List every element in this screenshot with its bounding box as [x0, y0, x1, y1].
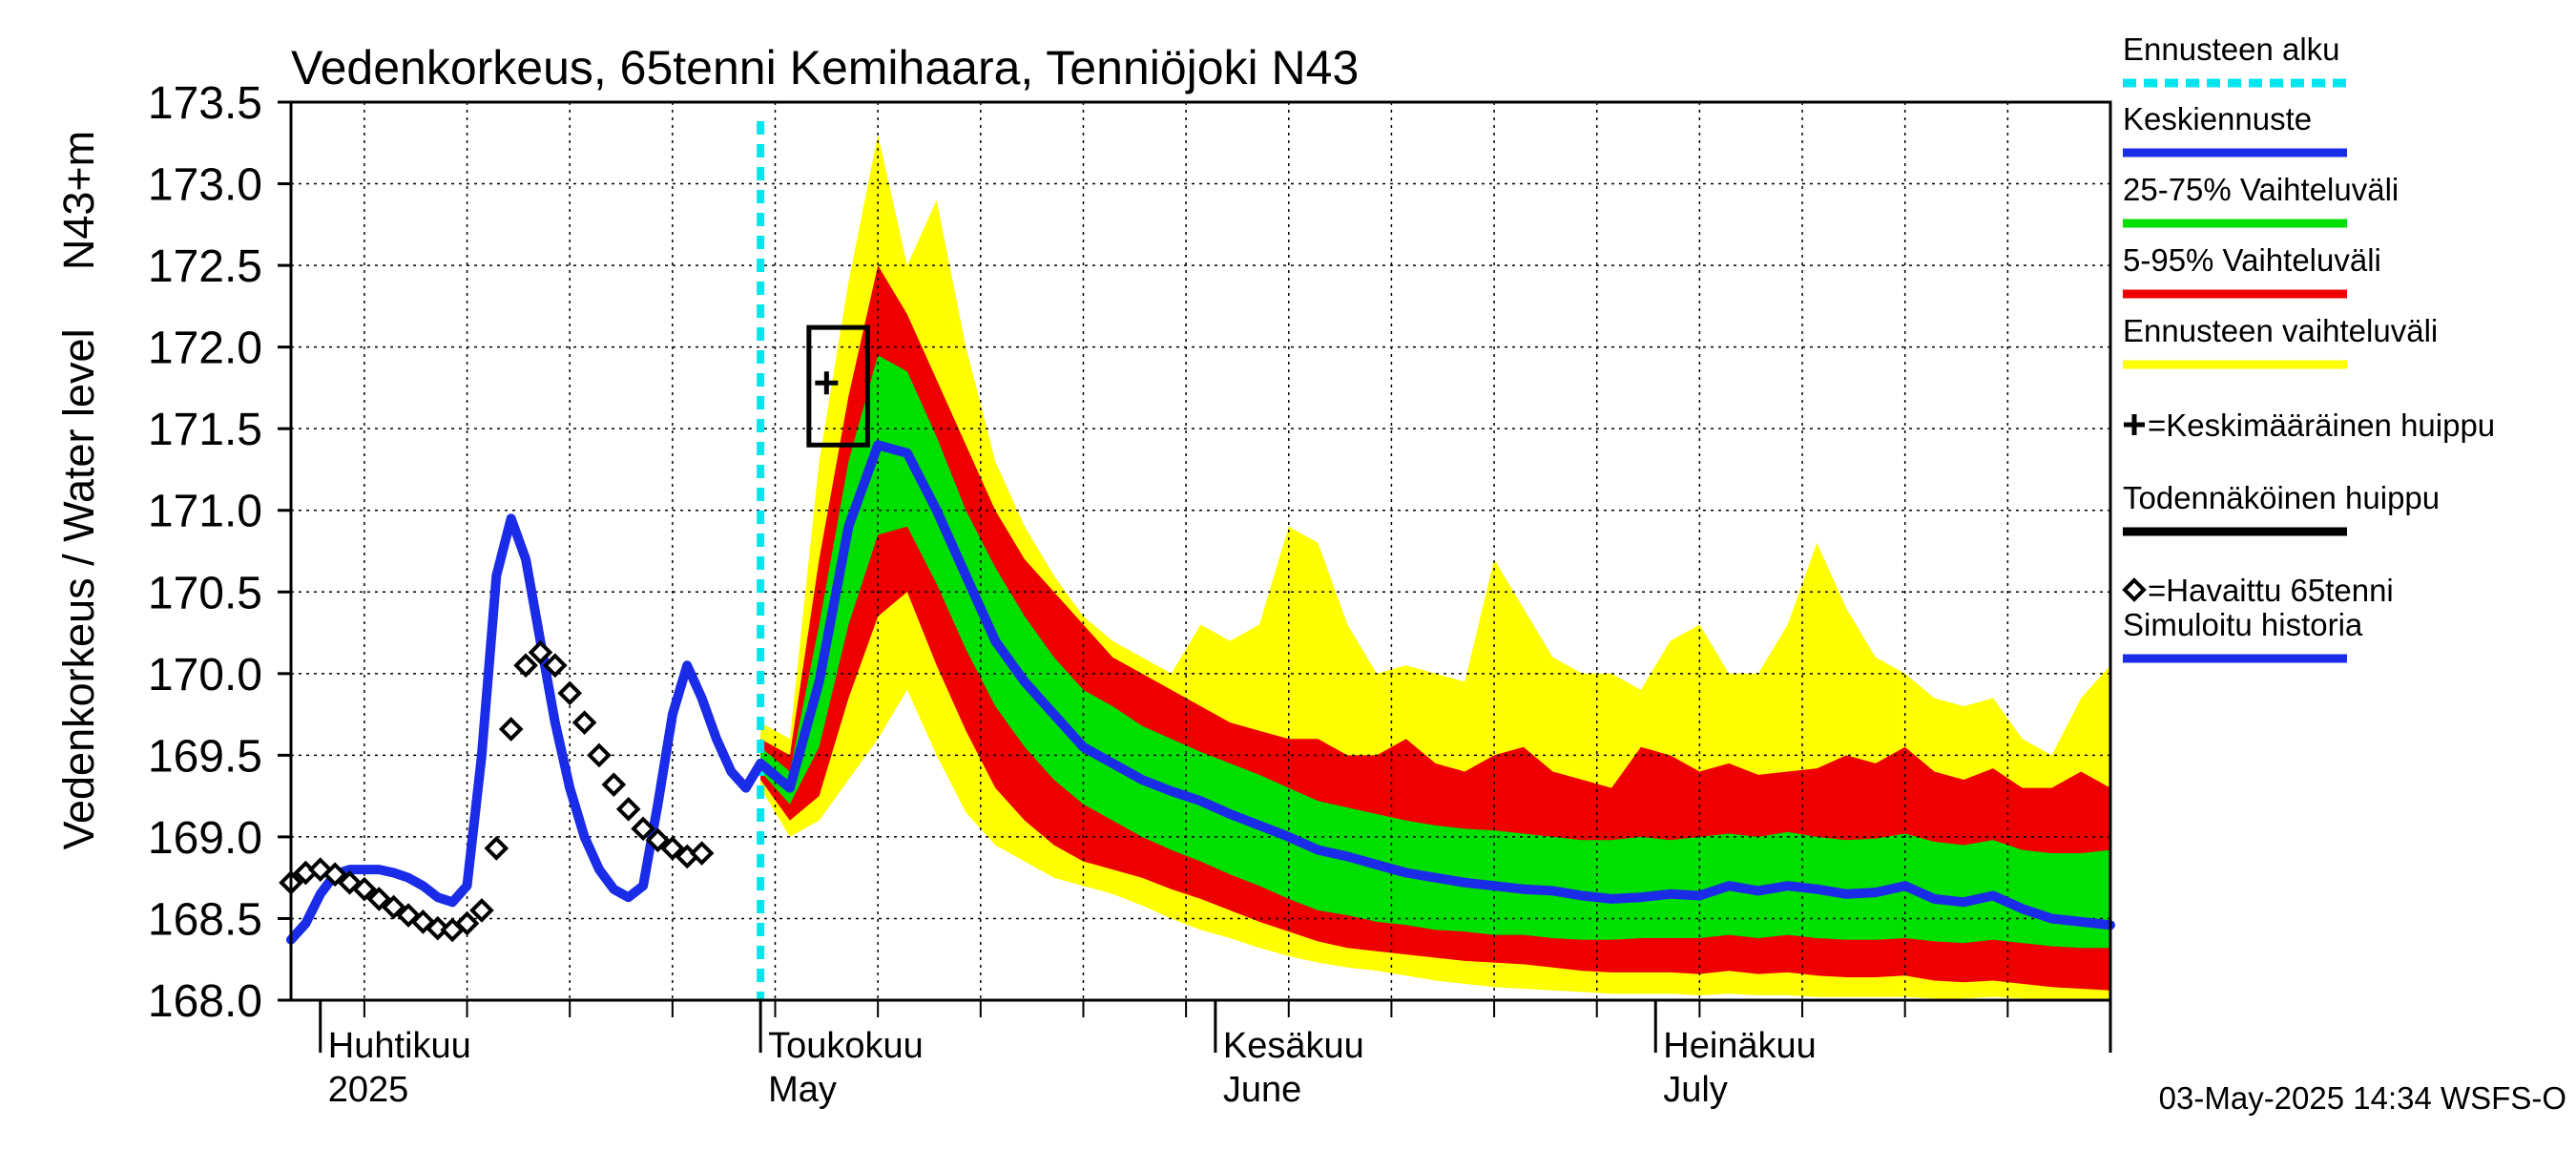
observed-point [513, 653, 538, 679]
observed-point [689, 841, 715, 866]
simulated-history-line [286, 513, 766, 945]
y-tick-label: 173.5 [148, 78, 262, 129]
legend-item: =Keskimääräinen huippu [2124, 408, 2495, 443]
x-month-sublabel: July [1663, 1070, 1728, 1110]
band-25-75 [760, 355, 2110, 949]
observed-point [660, 836, 685, 861]
legend-label: Ennusteen alku [2123, 31, 2340, 67]
legend-item: Ennusteen alku [2123, 31, 2347, 88]
median-forecast-line [756, 440, 2115, 930]
legend: Ennusteen alku Keskiennuste 25-75% Vaihtel… [2122, 31, 2495, 663]
x-month-sublabel: 2025 [328, 1070, 409, 1110]
observed-point [425, 915, 450, 941]
y-tick-label: 170.5 [148, 568, 262, 618]
legend-label: 25-75% Vaihteluväli [2123, 172, 2399, 207]
mean-peak-marker [815, 371, 839, 395]
y-axis-label-primary: Vedenkorkeus / Water level [54, 328, 103, 849]
observed-point [645, 827, 671, 853]
legend-label: =Keskimääräinen huippu [2148, 408, 2495, 443]
axes: 168.0 168.5 169.0 169.5 170.0 170.5 171.0 171.5… [148, 78, 2112, 1110]
observed-point [557, 680, 583, 706]
x-month-label: Huhtikuu [328, 1026, 471, 1066]
y-tick-label: 170.0 [148, 650, 262, 700]
y-tick-label: 172.0 [148, 324, 262, 374]
y-axis-label-unit: N43+m [54, 131, 103, 270]
legend-label: Simuloitu historia [2123, 607, 2363, 642]
y-tick-label: 173.0 [148, 160, 262, 211]
legend-item: 5-95% Vaihteluväli [2123, 242, 2381, 299]
observed-point [528, 639, 553, 665]
legend-label: =Havaittu 65tenni [2148, 573, 2394, 608]
x-month-label: Heinäkuu [1663, 1026, 1817, 1066]
y-tick-label: 171.5 [148, 405, 262, 455]
observed-point [469, 898, 494, 923]
timestamp-footer: 03-May-2025 14:34 WSFS-O [2159, 1080, 2566, 1116]
observed-point [631, 816, 655, 842]
series-lines [279, 121, 2115, 1000]
chart-title: Vedenkorkeus, 65tenni Kemihaara, Tenniöj… [291, 41, 1359, 94]
observed-point [454, 910, 480, 936]
observed-point [615, 796, 641, 822]
observed-point [571, 710, 597, 735]
y-tick-label: 169.0 [148, 813, 262, 864]
y-tick-label: 171.0 [148, 487, 262, 537]
observed-point [542, 653, 568, 679]
y-tick-label: 169.5 [148, 731, 262, 782]
probable-peak-box [806, 324, 870, 448]
plot-frame [289, 100, 2112, 1002]
observed-point [396, 903, 421, 928]
legend-item: Ennusteen vaihteluväli [2123, 313, 2438, 369]
legend-label: Todennäköinen huippu [2123, 480, 2440, 515]
legend-item: =Havaittu 65tenni [2122, 573, 2394, 608]
observed-point [484, 836, 509, 861]
observed-point [498, 717, 524, 742]
legend-label: 5-95% Vaihteluväli [2123, 242, 2381, 278]
observed-point [381, 894, 406, 920]
legend-diamond-icon [2122, 577, 2147, 602]
observed-point [352, 876, 377, 902]
legend-item: Todennäköinen huippu [2123, 480, 2440, 536]
x-month-label: Toukokuu [768, 1026, 924, 1066]
x-month-sublabel: May [768, 1070, 837, 1110]
legend-label: Ennusteen vaihteluväli [2123, 313, 2438, 348]
y-tick-label: 168.5 [148, 894, 262, 945]
observed-point [601, 772, 627, 797]
x-month-label: Kesäkuu [1223, 1026, 1364, 1066]
y-tick-label: 172.5 [148, 241, 262, 292]
legend-label: Keskiennuste [2123, 101, 2312, 136]
observed-point [337, 869, 363, 895]
legend-item: 25-75% Vaihteluväli [2123, 172, 2399, 228]
y-tick-label: 168.0 [148, 976, 262, 1027]
observed-point [366, 887, 392, 911]
forecast-bands [760, 135, 2110, 999]
legend-item: Simuloitu historia [2123, 607, 2363, 663]
observed-point [587, 742, 612, 768]
legend-plus-icon [2124, 414, 2145, 435]
legend-item: Keskiennuste [2123, 101, 2347, 157]
observed-point [322, 862, 347, 888]
x-month-sublabel: June [1223, 1070, 1301, 1110]
